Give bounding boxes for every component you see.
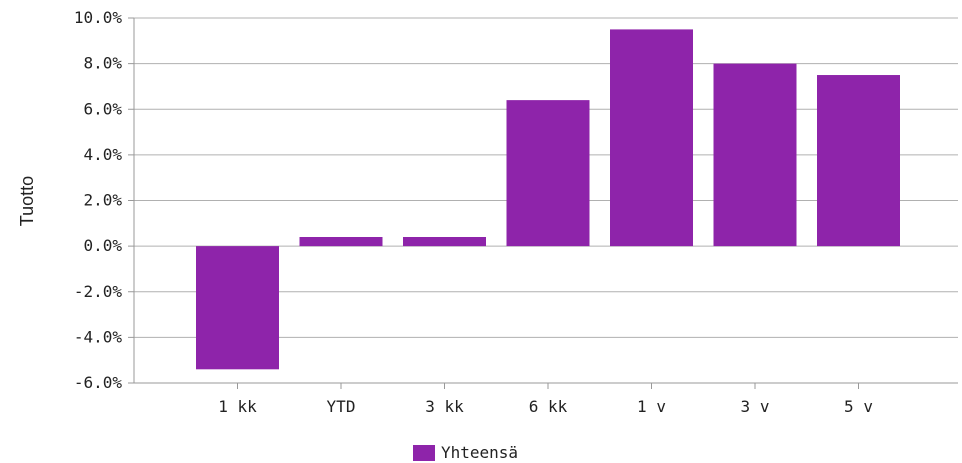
y-tick-label: 6.0% xyxy=(83,99,122,118)
y-tick-label: 4.0% xyxy=(83,145,122,164)
x-tick-label: YTD xyxy=(327,397,356,416)
bar[interactable] xyxy=(196,246,279,370)
x-tick-label: 6 kk xyxy=(529,397,568,416)
x-tick-label: 1 kk xyxy=(218,397,257,416)
y-tick-label: -6.0% xyxy=(74,373,123,392)
y-tick-label: 2.0% xyxy=(83,191,122,210)
bar[interactable] xyxy=(610,29,693,247)
x-tick-labels: 1 kk YTD 3 kk 6 kk 1 v 3 v 5 v xyxy=(218,383,873,416)
legend-label: Yhteensä xyxy=(441,443,518,462)
x-tick-label: 1 v xyxy=(637,397,666,416)
y-tick-labels: -6.0% -4.0% -2.0% 0.0% 2.0% 4.0% 6.0% 8.0% 10.0% xyxy=(74,8,123,392)
x-tick-label: 3 kk xyxy=(425,397,464,416)
bar[interactable] xyxy=(403,237,486,247)
bar[interactable] xyxy=(817,75,900,247)
y-tick-label: -2.0% xyxy=(74,282,123,301)
y-tick-label: 0.0% xyxy=(83,236,122,255)
y-tick-label: -4.0% xyxy=(74,327,123,346)
x-tick-label: 5 v xyxy=(844,397,873,416)
legend-swatch xyxy=(413,445,435,461)
bar[interactable] xyxy=(506,100,590,247)
legend[interactable]: Yhteensä xyxy=(413,443,518,462)
bar[interactable] xyxy=(713,63,797,247)
y-axis-label: Tuotto xyxy=(17,176,37,226)
y-tick-label: 8.0% xyxy=(83,54,122,73)
y-tick-label: 10.0% xyxy=(74,8,123,27)
bars xyxy=(196,29,900,370)
axes xyxy=(133,18,958,384)
bar[interactable] xyxy=(299,237,383,247)
x-tick-label: 3 v xyxy=(741,397,770,416)
